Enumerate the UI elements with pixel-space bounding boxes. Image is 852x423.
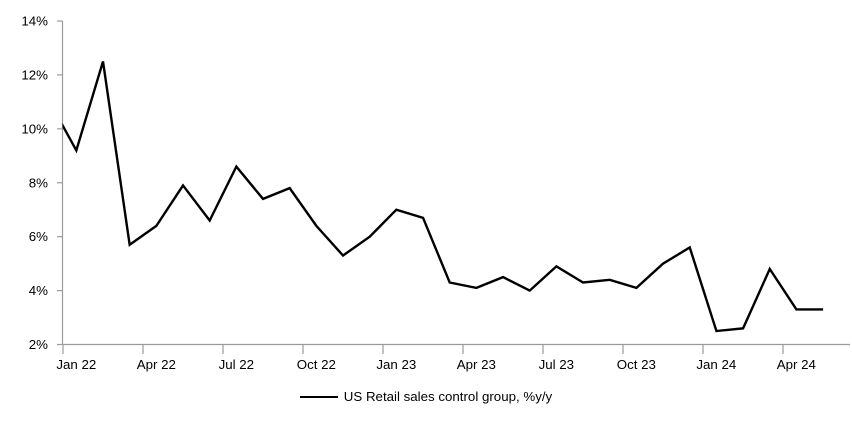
y-axis-tick-label: 12% (21, 67, 48, 82)
series-line-us-retail-control-group (62, 61, 824, 333)
x-axis-tick-label: Apr 23 (457, 357, 496, 372)
x-axis-tick-label: Jan 24 (696, 357, 736, 372)
x-axis-tick-label: Oct 22 (297, 357, 336, 372)
legend: US Retail sales control group, %y/y (0, 389, 852, 404)
y-axis-tick-label: 10% (21, 121, 48, 136)
x-axis-tick-label: Jul 22 (219, 357, 254, 372)
legend-label: US Retail sales control group, %y/y (343, 389, 553, 404)
y-axis-tick-label: 6% (29, 229, 48, 244)
x-axis-tick-label: Apr 24 (777, 357, 816, 372)
y-axis-tick-label: 2% (29, 337, 48, 352)
x-axis-tick-label: Jan 22 (56, 357, 96, 372)
x-axis-tick-label: Apr 22 (137, 357, 176, 372)
y-axis-tick-label: 8% (29, 175, 48, 190)
y-axis-tick-label: 4% (29, 283, 48, 298)
legend-line-sample-icon (299, 395, 338, 398)
x-axis-tick-label: Oct 23 (617, 357, 656, 372)
y-axis-tick-label: 14% (21, 14, 48, 29)
x-axis-tick-label: Jul 23 (539, 357, 574, 372)
x-axis-tick-label: Jan 23 (376, 357, 416, 372)
